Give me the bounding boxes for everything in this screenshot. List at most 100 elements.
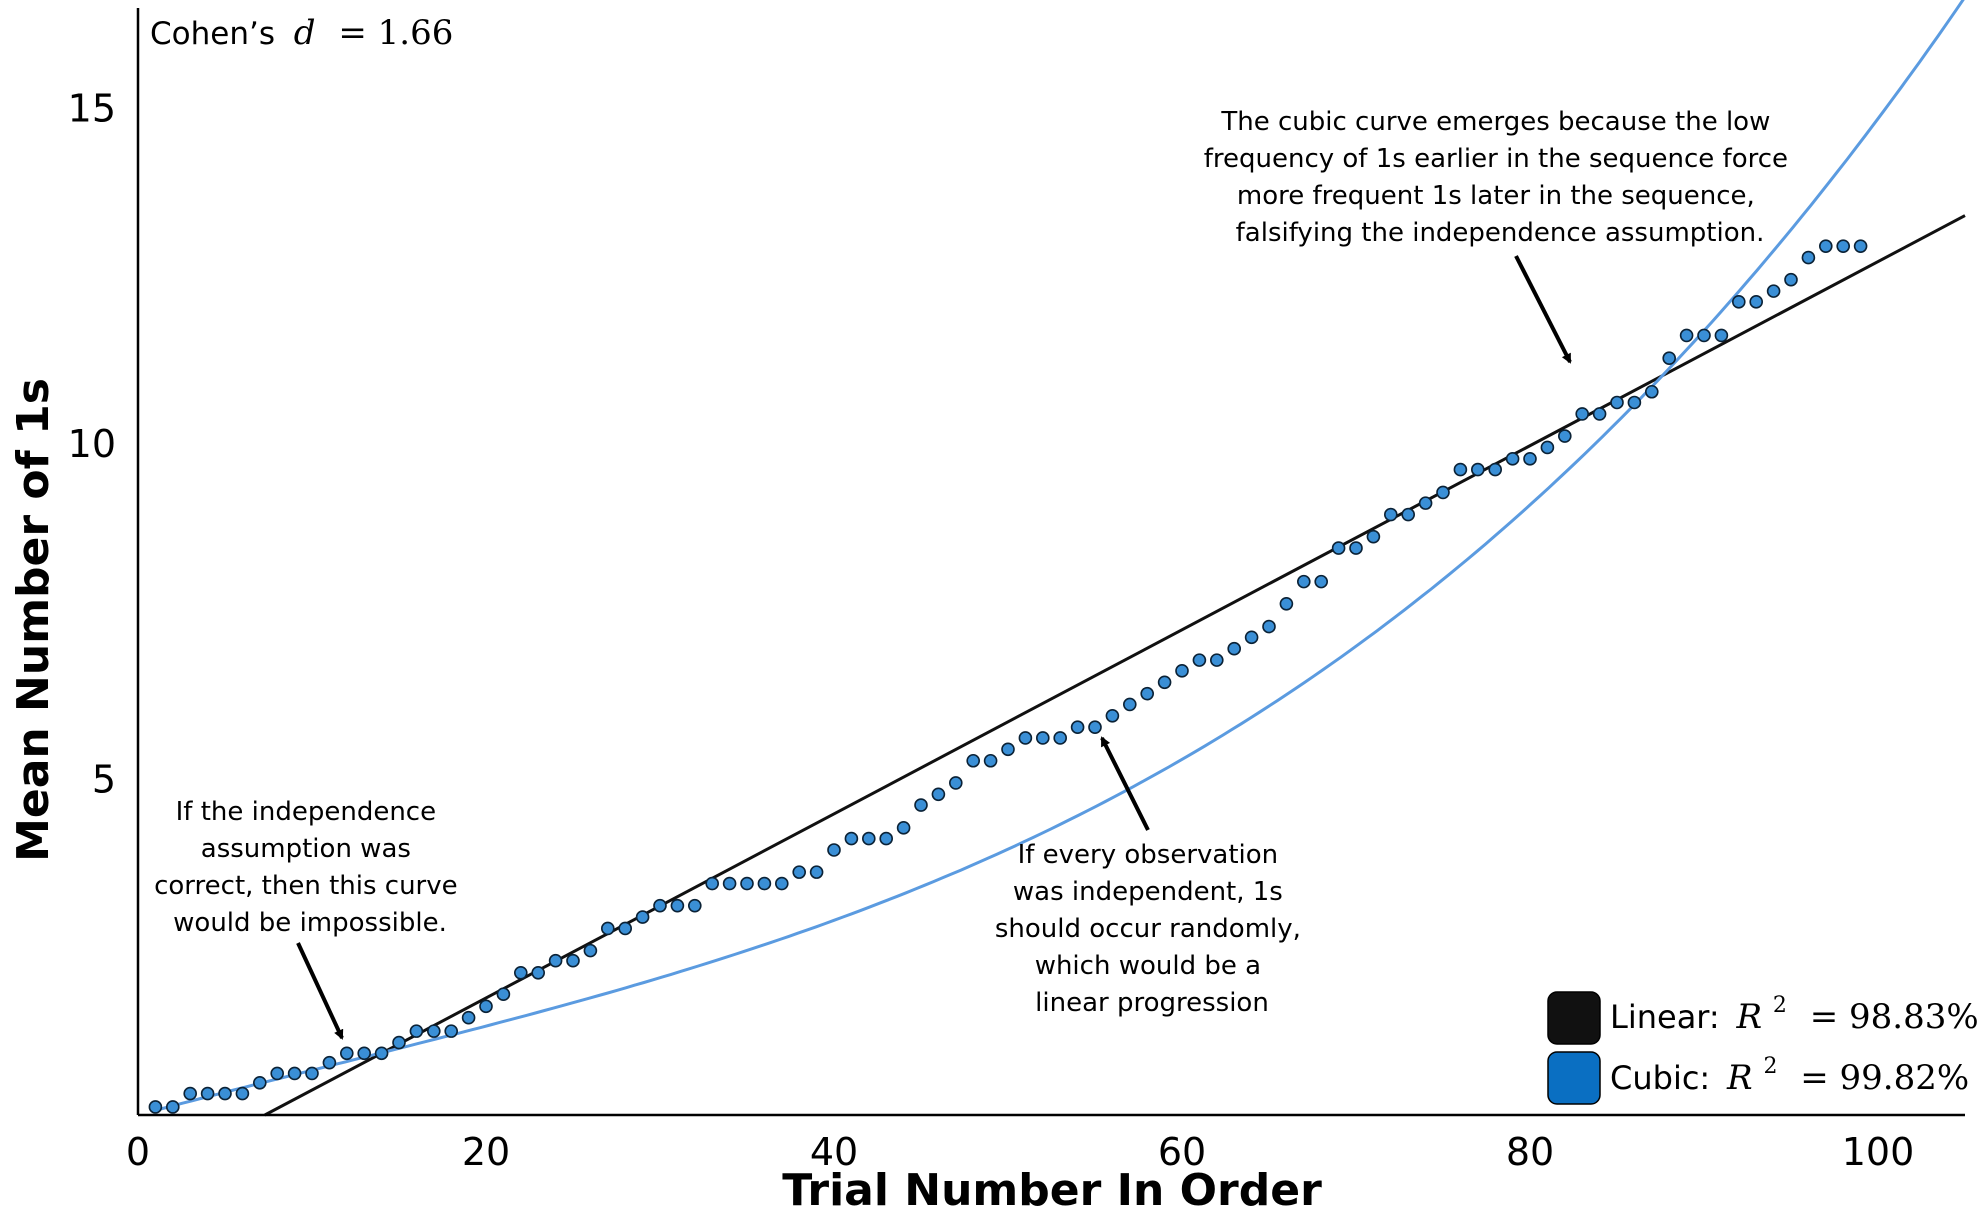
data-point bbox=[513, 965, 528, 980]
legend-value-linear: = 98.83% bbox=[1810, 997, 1979, 1037]
annotation-left-line: would be impossible. bbox=[173, 908, 447, 938]
data-point bbox=[948, 776, 963, 790]
data-point bbox=[1070, 720, 1085, 735]
data-point bbox=[1592, 407, 1607, 421]
legend-exp-cubic: 2 bbox=[1763, 1054, 1777, 1079]
legend-swatch-cubic bbox=[1547, 1051, 1601, 1105]
data-point bbox=[687, 898, 702, 913]
data-point bbox=[357, 1046, 372, 1061]
annotation-left-line: assumption was bbox=[201, 834, 411, 864]
data-point bbox=[166, 1100, 180, 1114]
data-point bbox=[827, 843, 841, 857]
data-point bbox=[914, 798, 928, 812]
data-point bbox=[566, 953, 580, 968]
data-point bbox=[792, 865, 807, 879]
data-point bbox=[1714, 328, 1729, 343]
data-point bbox=[1262, 619, 1276, 634]
effect-size-symbol: d bbox=[294, 13, 316, 53]
legend-stat-cubic: R bbox=[1726, 1058, 1753, 1098]
x-tick-label: 80 bbox=[1506, 1130, 1554, 1174]
annotation-right-line: The cubic curve emerges because the low bbox=[1220, 107, 1770, 137]
data-point bbox=[1366, 529, 1381, 544]
data-point bbox=[409, 1024, 424, 1038]
data-point bbox=[705, 876, 720, 891]
data-point bbox=[1610, 395, 1624, 410]
data-point bbox=[1001, 742, 1015, 757]
data-point bbox=[1697, 328, 1711, 343]
annotation-right-line: more frequent 1s later in the sequence, bbox=[1237, 181, 1755, 211]
data-point bbox=[879, 831, 894, 846]
legend-entry-linear: Linear: R 2 = 98.83% bbox=[1610, 981, 1979, 1037]
annotation-middle-line: linear progression bbox=[1035, 988, 1269, 1018]
data-point bbox=[1244, 630, 1259, 645]
data-point bbox=[1436, 485, 1450, 500]
data-point bbox=[374, 1046, 389, 1061]
data-point bbox=[1749, 295, 1763, 309]
data-point bbox=[774, 876, 789, 891]
annotation-middle-arrow bbox=[1100, 736, 1150, 831]
data-point bbox=[461, 1010, 476, 1025]
annotation-right: The cubic curve emerges because the low … bbox=[1204, 107, 1788, 364]
legend: Linear: R 2 = 98.83% Cubic: R 2 = 99.82% bbox=[1547, 981, 1979, 1105]
effect-size-prefix: Cohen’s bbox=[150, 16, 275, 52]
y-tick-labels: 5 10 15 bbox=[68, 87, 116, 802]
data-point bbox=[1418, 496, 1433, 510]
data-point bbox=[1401, 507, 1415, 522]
annotation-left-arrow bbox=[296, 942, 344, 1040]
legend-entry-cubic: Cubic: R 2 = 99.82% bbox=[1610, 1042, 1969, 1098]
annotation-middle-line: was independent, 1s bbox=[1013, 877, 1283, 907]
data-point bbox=[1018, 731, 1033, 745]
annotation-right-line: frequency of 1s earlier in the sequence … bbox=[1204, 144, 1788, 174]
x-tick-label: 60 bbox=[1158, 1130, 1206, 1174]
data-point bbox=[1279, 596, 1294, 611]
x-tick-label: 40 bbox=[810, 1130, 858, 1174]
annotation-right-line: falsifying the independence assumption. bbox=[1236, 218, 1765, 248]
annotation-middle-line: If every observation bbox=[1018, 840, 1279, 870]
data-point bbox=[722, 876, 737, 891]
data-point bbox=[740, 876, 754, 891]
data-point bbox=[1331, 541, 1346, 555]
data-point bbox=[1575, 407, 1589, 421]
data-point bbox=[252, 1075, 267, 1090]
data-point bbox=[653, 898, 667, 913]
x-tick-label: 0 bbox=[126, 1130, 150, 1174]
data-point bbox=[1801, 250, 1816, 265]
data-point bbox=[287, 1066, 302, 1081]
data-point bbox=[1297, 574, 1311, 589]
data-point bbox=[1853, 239, 1868, 253]
data-point bbox=[1123, 697, 1137, 712]
linear-fit-line bbox=[264, 214, 1966, 1117]
data-point bbox=[496, 987, 511, 1002]
data-point bbox=[966, 753, 981, 768]
data-point bbox=[1175, 664, 1189, 678]
x-axis-title: Trial Number In Order bbox=[782, 1165, 1322, 1216]
data-point bbox=[1227, 641, 1241, 656]
data-point bbox=[1488, 462, 1502, 477]
data-point bbox=[757, 876, 772, 891]
data-point bbox=[1540, 440, 1555, 455]
legend-exp-linear: 2 bbox=[1773, 993, 1787, 1018]
data-point bbox=[322, 1055, 337, 1070]
data-point bbox=[931, 787, 946, 802]
data-point bbox=[1645, 384, 1659, 399]
data-point bbox=[1819, 239, 1833, 253]
data-point bbox=[670, 898, 685, 913]
y-tick-label: 15 bbox=[68, 87, 116, 131]
data-point bbox=[218, 1086, 232, 1101]
data-point bbox=[1053, 731, 1067, 745]
annotation-middle-line: should occur randomly, bbox=[995, 914, 1301, 944]
data-point bbox=[1192, 653, 1207, 667]
data-point bbox=[1210, 653, 1224, 667]
effect-size-label: Cohen’s d = 1.66 bbox=[150, 13, 453, 53]
data-point bbox=[809, 865, 824, 879]
data-point bbox=[1732, 295, 1746, 309]
data-point bbox=[583, 943, 598, 958]
data-point bbox=[861, 831, 876, 846]
data-point bbox=[1349, 541, 1363, 555]
data-point bbox=[444, 1024, 459, 1038]
legend-swatch-linear bbox=[1547, 991, 1601, 1045]
annotation-right-arrow bbox=[1514, 255, 1572, 364]
data-point bbox=[1036, 731, 1050, 745]
x-tick-label: 100 bbox=[1842, 1130, 1915, 1174]
